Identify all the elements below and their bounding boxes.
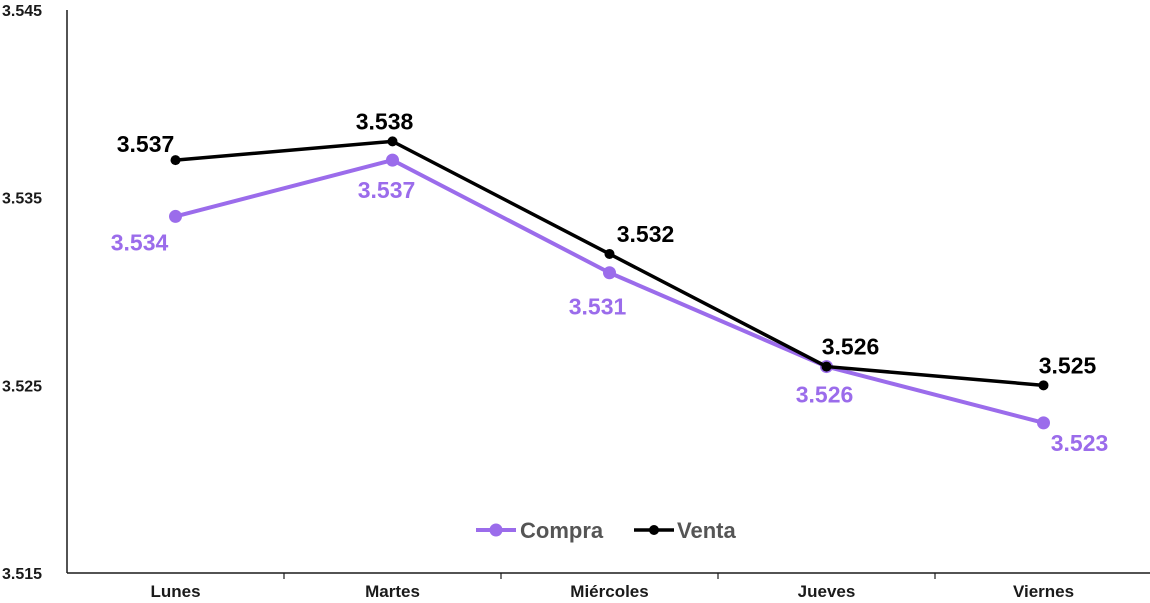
legend-item-compra: Compra [476, 518, 604, 543]
data-point-venta [821, 361, 832, 372]
legend-marker-swatch [489, 523, 503, 537]
data-point-compra [1037, 416, 1050, 430]
data-point-venta [387, 136, 398, 147]
data-labels: 3.537 3.538 3.532 3.526 3.525 3.534 3.537 3.531… [111, 108, 1109, 456]
x-axis-ticks: Lunes Martes Miércoles Jueves Viernes [150, 573, 1074, 601]
y-axis-ticks: 3.515 3.525 3.535 3.545 [2, 3, 42, 583]
data-point-venta [604, 248, 615, 259]
data-label-venta: 3.526 [822, 334, 880, 360]
x-tick-label: Jueves [798, 582, 856, 601]
legend-label: Venta [677, 518, 736, 543]
series-line-compra [174, 158, 1045, 425]
y-tick-label: 3.515 [2, 566, 42, 583]
data-point-compra [169, 209, 182, 223]
data-label-compra: 3.534 [111, 229, 169, 255]
series-layer [169, 136, 1050, 430]
x-tick-label: Viernes [1013, 582, 1074, 601]
series-compra [169, 153, 1050, 430]
data-point-compra [603, 266, 616, 280]
data-label-compra: 3.531 [569, 294, 627, 320]
data-label-compra: 3.526 [796, 382, 854, 408]
x-tick-label: Lunes [150, 582, 200, 601]
data-point-compra [386, 153, 399, 167]
data-point-venta [1038, 380, 1049, 391]
data-point-venta [170, 155, 181, 166]
data-label-venta: 3.538 [356, 108, 414, 134]
data-label-venta: 3.537 [117, 131, 175, 157]
data-label-compra: 3.523 [1051, 430, 1109, 456]
legend-item-venta: Venta [634, 518, 736, 543]
legend: Compra Venta [476, 518, 736, 543]
y-tick-label: 3.545 [2, 3, 42, 20]
legend-marker-swatch [649, 525, 659, 535]
axes-layer [66, 10, 1150, 574]
series-venta [170, 136, 1049, 391]
y-tick-label: 3.535 [2, 191, 42, 208]
legend-label: Compra [520, 518, 604, 543]
y-tick-label: 3.525 [2, 378, 42, 395]
x-tick-label: Martes [365, 582, 420, 601]
data-label-compra: 3.537 [358, 177, 416, 203]
x-tick-label: Miércoles [570, 582, 648, 601]
data-label-venta: 3.525 [1039, 352, 1097, 378]
data-label-venta: 3.532 [617, 221, 675, 247]
series-line-venta [175, 139, 1044, 388]
